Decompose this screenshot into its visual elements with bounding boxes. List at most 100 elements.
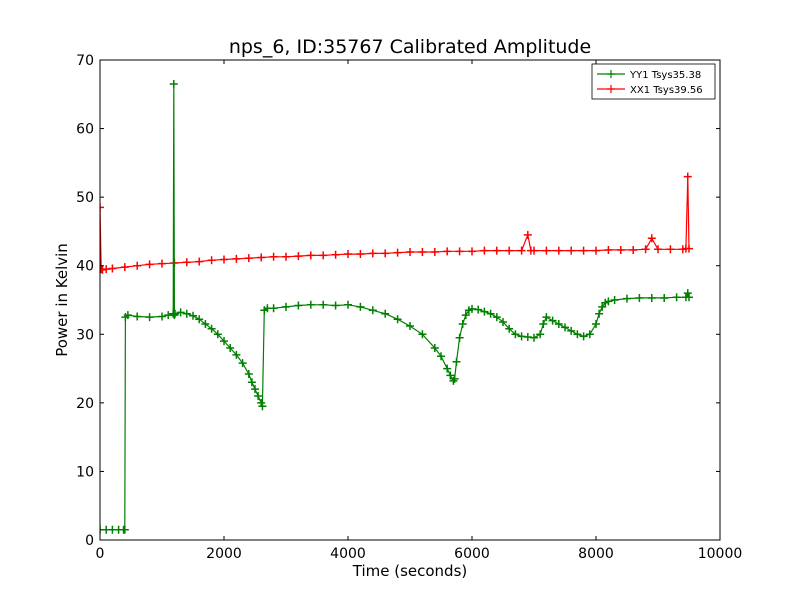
data-point xyxy=(530,333,538,342)
data-point xyxy=(319,251,328,260)
data-point xyxy=(158,312,166,321)
data-point xyxy=(654,245,662,254)
data-point xyxy=(554,246,563,255)
data-point xyxy=(269,252,278,261)
data-point xyxy=(120,525,129,534)
data-point xyxy=(176,308,185,317)
data-point xyxy=(685,293,693,302)
data-point xyxy=(331,301,340,310)
data-point xyxy=(511,330,520,339)
x-tick-label: 10000 xyxy=(698,546,743,562)
x-tick-label: 4000 xyxy=(330,546,366,562)
data-point xyxy=(592,320,600,328)
data-point xyxy=(641,245,650,254)
data-point xyxy=(647,234,656,243)
legend-box xyxy=(591,63,716,100)
data-point xyxy=(685,244,693,253)
data-point xyxy=(666,245,675,254)
data-point xyxy=(171,309,180,318)
data-point xyxy=(683,289,692,298)
data-point xyxy=(195,257,204,266)
data-point xyxy=(474,305,483,314)
data-point xyxy=(381,249,390,258)
plot-frame xyxy=(99,59,721,541)
data-point xyxy=(254,392,263,400)
data-point xyxy=(269,304,278,313)
y-tick-label: 0 xyxy=(85,533,94,549)
data-point xyxy=(238,359,247,368)
data-point xyxy=(100,203,104,212)
data-point xyxy=(542,313,551,322)
series-layer xyxy=(100,80,693,534)
y-tick-label: 40 xyxy=(76,259,94,275)
data-point xyxy=(486,309,495,318)
data-point xyxy=(207,324,216,333)
y-tick-label: 70 xyxy=(76,53,94,69)
data-point xyxy=(629,245,638,254)
data-point xyxy=(443,247,452,256)
data-point xyxy=(344,250,352,259)
data-point xyxy=(356,250,365,259)
data-point xyxy=(604,245,613,254)
data-point xyxy=(368,249,377,258)
y-tick-label: 20 xyxy=(76,396,94,412)
y-tick-label: 10 xyxy=(76,464,94,480)
data-point xyxy=(145,313,154,322)
x-tick-label: 8000 xyxy=(578,546,614,562)
data-point xyxy=(660,293,669,302)
data-point xyxy=(585,330,594,339)
data-point xyxy=(120,263,129,272)
y-tick-label: 50 xyxy=(76,190,94,206)
data-point xyxy=(344,300,352,309)
legend-marker xyxy=(607,70,615,78)
data-point xyxy=(530,246,538,255)
legend: YY1 Tsys35.38 XX1 Tsys39.56 xyxy=(591,63,716,100)
y-tick-label: 60 xyxy=(76,122,94,138)
data-point xyxy=(393,315,402,324)
data-point xyxy=(207,256,216,265)
x-tick-label: 2000 xyxy=(206,546,242,562)
data-point xyxy=(517,246,526,255)
data-point xyxy=(455,333,464,342)
legend-marker xyxy=(607,85,615,93)
data-point xyxy=(257,253,266,262)
data-point xyxy=(108,264,117,273)
data-point xyxy=(579,246,588,255)
data-point xyxy=(406,248,414,256)
data-point xyxy=(492,313,501,322)
legend-item: YY1 Tsys35.38 xyxy=(597,70,701,81)
data-point xyxy=(282,252,290,261)
x-axis-label: Time (seconds) xyxy=(352,562,468,580)
data-point xyxy=(443,364,452,373)
data-point xyxy=(604,297,613,306)
data-point xyxy=(282,302,290,311)
y-axis-label: Power in Kelvin xyxy=(53,243,71,357)
data-point xyxy=(480,246,489,255)
data-point xyxy=(247,378,256,387)
data-point xyxy=(123,311,132,320)
legend-item: XX1 Tsys39.56 xyxy=(597,85,703,96)
ticks-layer: 0 2000 4000 6000 8000 10000 0 10 20 30 40 50 60 70 xyxy=(76,53,742,562)
data-point xyxy=(393,248,402,257)
series-0 xyxy=(100,80,693,534)
data-point xyxy=(573,330,582,339)
data-point xyxy=(213,330,222,339)
data-point xyxy=(158,259,166,268)
data-point xyxy=(294,252,303,261)
data-point xyxy=(437,352,445,361)
data-point xyxy=(169,80,178,88)
data-point xyxy=(430,248,439,256)
data-point xyxy=(232,254,241,263)
data-point xyxy=(450,374,459,383)
data-point xyxy=(220,255,228,264)
data-point xyxy=(455,247,464,256)
data-point xyxy=(294,301,303,310)
data-point xyxy=(523,230,532,239)
data-point xyxy=(258,402,267,411)
data-point xyxy=(189,311,197,320)
data-point xyxy=(368,306,377,315)
data-point xyxy=(567,326,576,335)
data-point xyxy=(548,316,557,325)
